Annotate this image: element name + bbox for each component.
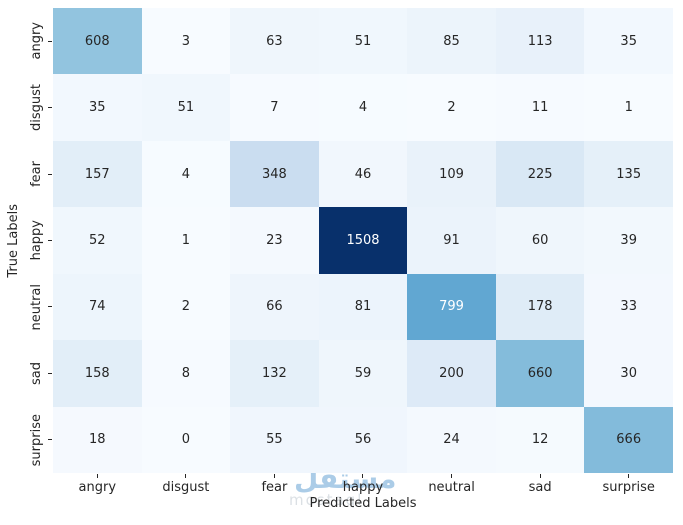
- heatmap-cell-sad-neutral: 200: [407, 340, 496, 407]
- x-axis-label: Predicted Labels: [309, 496, 417, 511]
- y-tick-mark-surprise: [48, 439, 52, 441]
- heatmap-cell-surprise-surprise: 666: [584, 406, 673, 473]
- x-tick-label-neutral: neutral: [428, 480, 475, 495]
- x-tick-mark-disgust: [185, 474, 187, 478]
- heatmap-cell-fear-neutral: 109: [407, 140, 496, 208]
- x-tick-mark-happy: [362, 474, 364, 478]
- y-tick-label-sad: sad: [29, 361, 44, 385]
- y-tick-label-fear: fear: [29, 161, 44, 187]
- heatmap-cell-fear-surprise: 135: [584, 140, 673, 208]
- heatmap-cell-disgust-fear: 7: [230, 74, 319, 141]
- y-tick-label-neutral: neutral: [29, 283, 44, 331]
- heatmap-cell-neutral-angry: 74: [53, 273, 142, 341]
- heatmap-cell-sad-surprise: 30: [584, 340, 673, 407]
- heatmap-cell-angry-sad: 113: [495, 8, 585, 75]
- y-tick-label-happy: happy: [29, 220, 44, 261]
- heatmap-cell-neutral-fear: 66: [230, 273, 319, 341]
- x-axis-tick-labels: angry disgust fear happy neutral sad surprise: [53, 480, 673, 496]
- heatmap-cell-happy-happy: 1508: [318, 207, 408, 274]
- heatmap-cell-angry-surprise: 35: [584, 8, 673, 75]
- heatmap-cell-surprise-angry: 18: [53, 406, 142, 473]
- heatmap-cell-sad-fear: 132: [230, 340, 319, 407]
- heatmap-cell-disgust-neutral: 2: [407, 74, 496, 141]
- heatmap-cell-disgust-surprise: 1: [584, 74, 673, 141]
- y-tick-mark-neutral: [48, 306, 52, 308]
- watermark-latin-text: mostaql: [289, 491, 364, 509]
- heatmap-cell-fear-angry: 157: [53, 140, 142, 208]
- heatmap-cell-fear-happy: 46: [318, 140, 408, 208]
- x-tick-label-angry: angry: [78, 480, 117, 495]
- y-tick-label-angry: angry: [29, 22, 44, 60]
- x-tick-label-happy: happy: [342, 480, 384, 495]
- heatmap-cell-fear-sad: 225: [495, 140, 585, 208]
- y-tick-mark-happy: [48, 239, 52, 241]
- y-tick-mark-fear: [48, 173, 52, 175]
- heatmap-cell-surprise-disgust: 0: [141, 406, 231, 473]
- heatmap-cell-happy-fear: 23: [230, 207, 319, 274]
- heatmap-cell-sad-disgust: 8: [141, 340, 231, 407]
- heatmap-cell-angry-happy: 51: [318, 8, 408, 75]
- heatmap-cell-neutral-sad: 178: [495, 273, 585, 341]
- y-axis-tick-marks: [48, 8, 52, 473]
- x-tick-label-surprise: surprise: [602, 480, 655, 495]
- x-tick-label-disgust: disgust: [162, 480, 210, 495]
- heatmap-cell-angry-neutral: 85: [407, 8, 496, 75]
- y-tick-label-disgust: disgust: [29, 84, 44, 132]
- heatmap-cell-happy-neutral: 91: [407, 207, 496, 274]
- heatmap-cell-neutral-surprise: 33: [584, 273, 673, 341]
- heatmap-cell-surprise-happy: 56: [318, 406, 408, 473]
- x-tick-mark-surprise: [628, 474, 630, 478]
- heatmap-cell-fear-disgust: 4: [141, 140, 231, 208]
- x-axis-tick-marks: [53, 474, 673, 478]
- heatmap-cell-happy-disgust: 1: [141, 207, 231, 274]
- y-tick-mark-sad: [48, 372, 52, 374]
- heatmap-cell-angry-angry: 608: [53, 8, 142, 75]
- heatmap-cell-neutral-disgust: 2: [141, 273, 231, 341]
- heatmap-cell-disgust-happy: 4: [318, 74, 408, 141]
- heatmap-cell-fear-fear: 348: [230, 140, 319, 208]
- x-tick-mark-sad: [539, 474, 541, 478]
- heatmap-cell-disgust-sad: 11: [495, 74, 585, 141]
- x-tick-label-fear: fear: [261, 480, 288, 495]
- y-axis-label: True Labels: [5, 203, 21, 278]
- heatmap-cell-surprise-fear: 55: [230, 406, 319, 473]
- heatmap-cell-angry-fear: 63: [230, 8, 319, 75]
- heatmap-cell-surprise-neutral: 24: [407, 406, 496, 473]
- heatmap-cell-happy-sad: 60: [495, 207, 585, 274]
- heatmap-cell-happy-surprise: 39: [584, 207, 673, 274]
- heatmap-cell-sad-happy: 59: [318, 340, 408, 407]
- y-tick-mark-angry: [48, 40, 52, 42]
- y-tick-label-surprise: surprise: [29, 413, 44, 466]
- heatmap-grid: 608 3 63 51 85 113 35 35 51 7 4 2 11 1 157 4 348 46 109 225…: [53, 8, 673, 473]
- heatmap-cell-disgust-angry: 35: [53, 74, 142, 141]
- y-tick-mark-disgust: [48, 107, 52, 109]
- x-tick-mark-fear: [273, 474, 275, 478]
- heatmap-cell-sad-sad: 660: [495, 340, 585, 407]
- heatmap-cell-sad-angry: 158: [53, 340, 142, 407]
- heatmap-cell-surprise-sad: 12: [495, 406, 585, 473]
- x-tick-mark-angry: [96, 474, 98, 478]
- heatmap-cell-neutral-happy: 81: [318, 273, 408, 341]
- x-tick-mark-neutral: [451, 474, 453, 478]
- y-axis-label-wrap: True Labels: [4, 8, 22, 473]
- heatmap-cell-angry-disgust: 3: [141, 8, 231, 75]
- heatmap-cell-neutral-neutral: 799: [407, 273, 496, 341]
- x-tick-label-sad: sad: [528, 480, 552, 495]
- heatmap-cell-happy-angry: 52: [53, 207, 142, 274]
- heatmap-cell-disgust-disgust: 51: [141, 74, 231, 141]
